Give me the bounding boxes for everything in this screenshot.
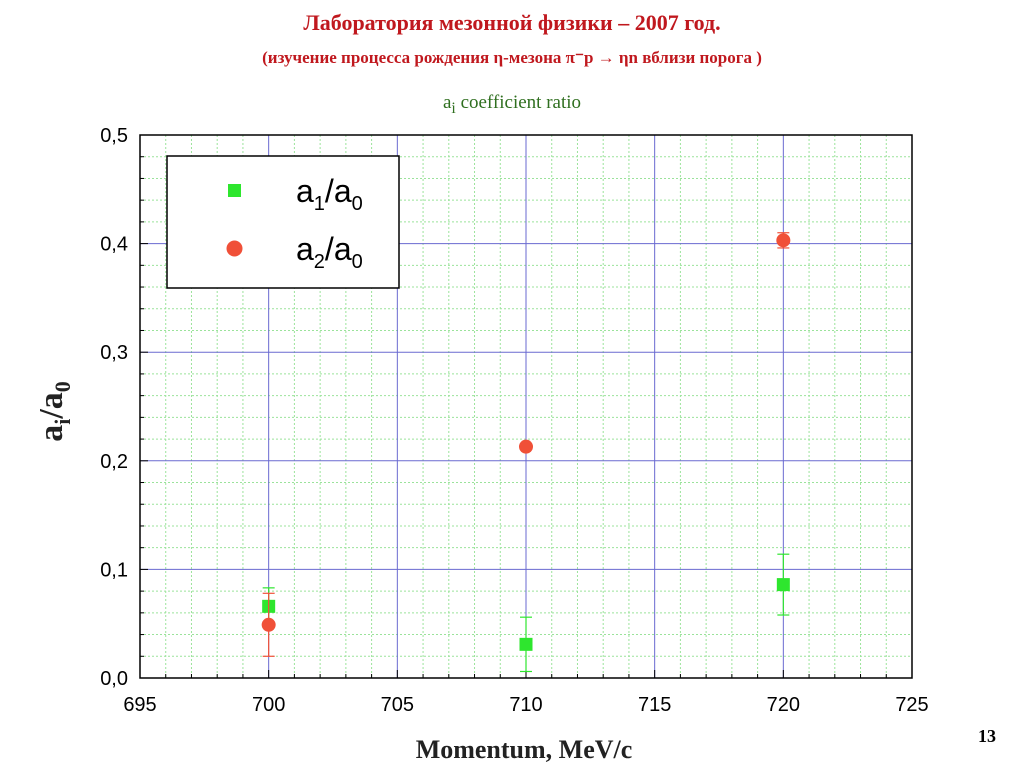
x-tick-label: 720 (767, 694, 800, 716)
legend-label-slash: / (325, 231, 334, 267)
legend-box (166, 155, 400, 289)
data-point-square (519, 637, 533, 651)
legend-label-base2: a (334, 231, 352, 267)
y-tick-label: 0,4 (100, 234, 128, 256)
data-point-circle (519, 439, 533, 454)
y-axis-label-base: a (33, 425, 70, 442)
chart-caption: ai coefficient ratio (0, 92, 1024, 118)
series-1 (261, 232, 791, 657)
legend-label-base: a (296, 173, 314, 209)
y-tick-label: 0,2 (100, 451, 128, 473)
y-tick-label: 0,0 (100, 668, 128, 690)
y-axis-label-base2: a (33, 392, 70, 409)
legend-label-sub2: 0 (352, 193, 363, 215)
legend-label-base2: a (334, 173, 352, 209)
data-point-square (776, 578, 790, 592)
y-axis-label-sub1: i (50, 419, 75, 425)
legend-label: a2/a0 (296, 231, 363, 273)
data-point-circle (261, 617, 276, 632)
legend-label-sub2: 0 (352, 251, 363, 273)
chart-caption-rest: coefficient ratio (455, 92, 582, 113)
legend-label-sub1: 2 (314, 251, 325, 273)
x-tick-label: 715 (638, 694, 671, 716)
legend-marker-square (228, 184, 241, 197)
chart-caption-base: a (442, 92, 452, 113)
y-axis-label-sub2: 0 (50, 381, 75, 392)
data-point-circle (776, 233, 791, 248)
slide-title: Лаборатория мезонной физики – 2007 год. (303, 10, 721, 35)
y-axis-label-slash: / (33, 409, 70, 420)
x-tick-label: 695 (123, 694, 156, 716)
legend-label-base: a (296, 231, 314, 267)
y-axis-label: ai/a0 (33, 381, 75, 442)
x-tick-label: 705 (381, 694, 414, 716)
x-axis-label: Momentum, MeV/c (416, 735, 633, 764)
legend-label: a1/a0 (296, 173, 363, 215)
page-number: 13 (978, 726, 996, 746)
x-tick-label: 725 (895, 694, 928, 716)
chart-caption-sub: i (451, 99, 456, 117)
axis-ticks (139, 134, 913, 679)
x-tick-label: 700 (252, 694, 285, 716)
legend-label-slash: / (325, 173, 334, 209)
y-tick-label: 0,1 (100, 559, 128, 581)
slide-subtitle: (изучение процесса рождения η-мезона π⁻p… (262, 48, 762, 67)
x-tick-label: 710 (509, 694, 542, 716)
y-tick-label: 0,3 (100, 342, 128, 364)
y-tick-label: 0,5 (100, 125, 128, 147)
legend-label-sub1: 1 (314, 193, 325, 215)
legend-marker-circle (226, 240, 243, 257)
